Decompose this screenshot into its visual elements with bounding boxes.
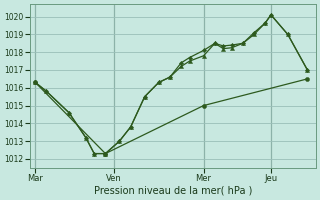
X-axis label: Pression niveau de la mer( hPa ): Pression niveau de la mer( hPa ) bbox=[93, 186, 252, 196]
